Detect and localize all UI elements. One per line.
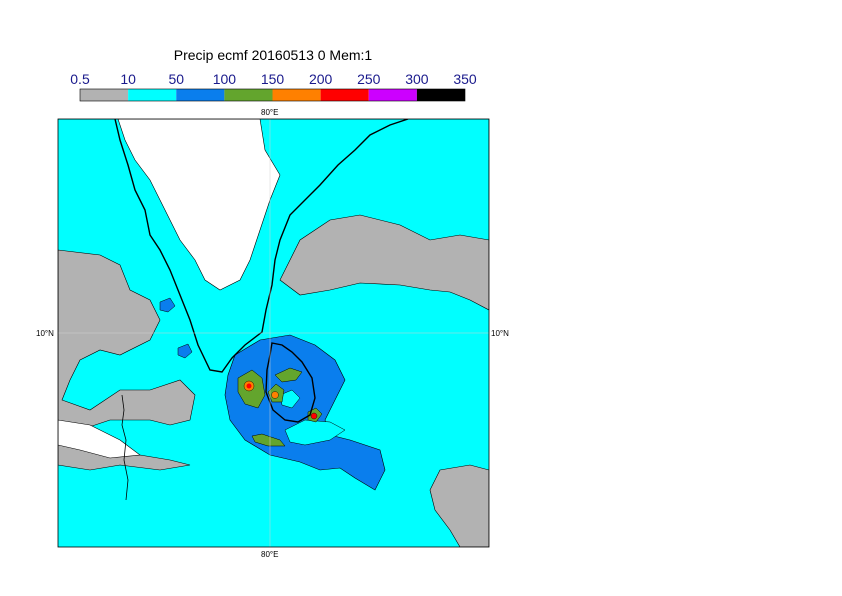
legend-swatch-7	[416, 89, 465, 101]
light-precip-area-southeast	[429, 464, 489, 547]
legend-tick-label: 0.5	[70, 71, 90, 87]
light-precip-area-north	[58, 119, 489, 311]
dry-land-southwest	[58, 419, 141, 459]
legend-swatch-3	[224, 89, 273, 101]
legend-tick-label: 300	[405, 71, 429, 87]
lat-label-left: 10°N	[36, 329, 54, 338]
legend-tick-label: 10	[120, 71, 136, 87]
legend-tick-label: 50	[168, 71, 185, 87]
heavy-precip-south-band	[251, 433, 286, 447]
red-core-west	[246, 383, 252, 389]
orange-core-center	[271, 391, 279, 399]
legend-swatch-2	[176, 89, 225, 101]
red-core-east	[310, 412, 318, 420]
srilanka-coastline	[265, 342, 316, 423]
legend-frame	[79, 88, 466, 102]
chart-title: Precip ecmf 20160513 0 Mem:1	[173, 47, 373, 63]
legend-tick-label: 100	[212, 71, 237, 87]
legend-swatch-1	[128, 89, 177, 101]
legend-tick-label: 150	[260, 71, 285, 87]
lon-label-top: 80°E	[261, 108, 279, 117]
dry-land-india	[117, 119, 281, 291]
legend-tick-label: 250	[357, 71, 381, 87]
moderate-precip-cell-mid	[177, 343, 193, 359]
legend-bar	[79, 88, 466, 102]
lon-label-bottom: 80°E	[261, 550, 279, 559]
map-frame	[57, 118, 490, 548]
weak-precip-core	[279, 389, 301, 409]
color-legend: 0.5 10 50 100 150 200 250 300 350	[0, 0, 842, 120]
legend-swatch-4	[272, 89, 321, 101]
legend-swatch-6	[368, 89, 417, 101]
moderate-precip-cell-west	[159, 297, 176, 313]
light-precip-area-west	[58, 249, 196, 441]
india-coastline	[114, 119, 409, 373]
heavy-precip-north	[274, 367, 303, 383]
lat-label-right: 10°N	[491, 329, 509, 338]
legend-swatch-5	[320, 89, 369, 101]
legend-tick-label: 200	[308, 71, 333, 87]
maldives-islands	[121, 394, 129, 501]
moderate-precip-srilanka	[224, 334, 386, 491]
legend-swatch-0	[80, 89, 129, 101]
legend-tick-label: 350	[453, 71, 477, 87]
